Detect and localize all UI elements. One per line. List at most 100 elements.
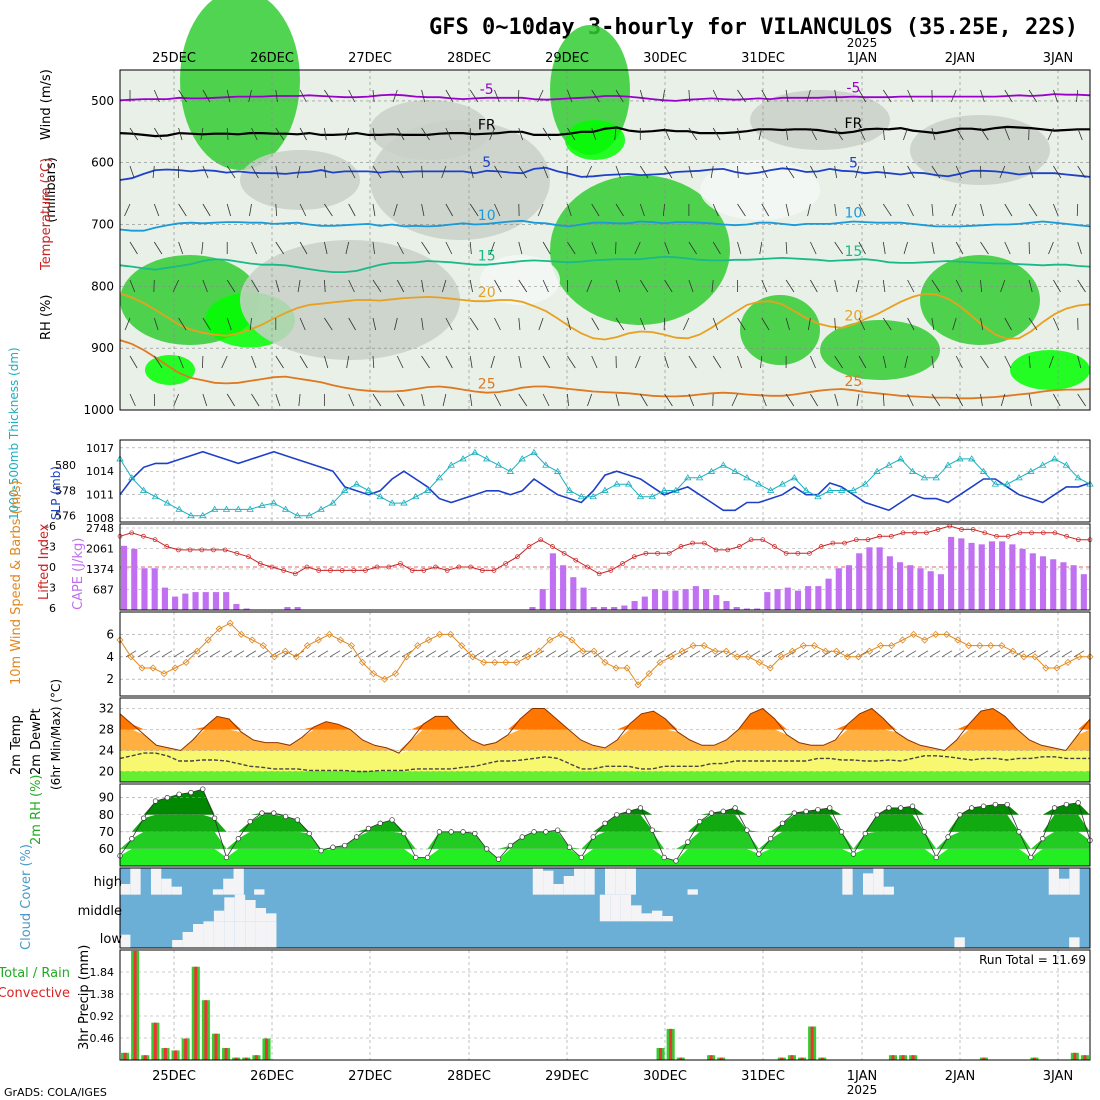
date-label-top: 31DEC — [741, 51, 785, 66]
cape-bar — [703, 589, 710, 610]
cape-tick: 1374 — [86, 563, 114, 576]
wind-barb — [249, 317, 252, 331]
wind10-point — [480, 658, 488, 666]
wind-barb — [980, 89, 985, 103]
wind-barb — [441, 279, 447, 293]
rh-point — [389, 817, 395, 823]
li-point — [444, 568, 450, 573]
precip-conv-bar — [1083, 1055, 1087, 1060]
wind10-point — [215, 625, 223, 633]
li-point — [456, 564, 462, 570]
wind-barb — [737, 317, 746, 331]
wind-barb — [372, 355, 375, 369]
wind10-point — [292, 653, 300, 661]
wind10-barb — [353, 650, 365, 658]
wind-barb — [251, 127, 258, 141]
precip-conv-bar — [780, 1057, 784, 1060]
wind-barb — [542, 241, 551, 255]
dewpt-line — [119, 752, 1090, 773]
thickness-frame — [119, 439, 1091, 523]
rh-point — [259, 810, 265, 816]
cloud-bar-high — [1059, 878, 1070, 895]
wind-barb — [226, 279, 236, 293]
cloud-bar-high — [574, 868, 585, 895]
cape-bar — [1080, 574, 1087, 610]
rh-region — [750, 90, 890, 150]
wind10-barb — [377, 650, 389, 658]
cape-bar — [764, 592, 771, 610]
li-point — [912, 530, 918, 536]
thickness-point — [624, 480, 633, 487]
year-label-top: 2025 — [847, 36, 878, 50]
wind-barb — [202, 89, 211, 103]
rh-point — [779, 820, 786, 826]
rh-point — [566, 844, 573, 850]
thickness-bg — [120, 440, 1090, 522]
precip-conv-bar — [901, 1055, 905, 1060]
wind-barb — [615, 317, 625, 331]
wind10-barb — [545, 650, 557, 658]
wind10-labels: 10m Wind Speed & Barbs (m/s) — [9, 480, 24, 685]
run-total: Run Total = 11.69 — [979, 953, 1086, 967]
wind10-point — [237, 630, 245, 638]
wind10-barb — [989, 650, 1001, 658]
ytick-label: 500 — [91, 94, 114, 108]
wind-barb — [1004, 355, 1012, 369]
li-point — [596, 571, 602, 577]
thickness-point — [861, 480, 869, 487]
wind-barb — [591, 89, 600, 103]
wind10-barb — [1037, 650, 1049, 658]
wind-barb — [882, 127, 885, 141]
thickness-point — [376, 492, 384, 500]
cloud-bar-high — [212, 889, 224, 895]
rh-point — [992, 801, 999, 808]
rh-band — [120, 789, 1090, 815]
thickness-point — [873, 467, 881, 474]
precip-conv-bar — [911, 1055, 915, 1060]
li-point — [199, 547, 205, 553]
thickness-point — [577, 492, 586, 500]
wind-barb — [324, 317, 333, 331]
wind-barb — [882, 355, 887, 369]
wind-barb — [178, 241, 184, 255]
thickness-point — [908, 467, 917, 474]
wind-barb — [635, 355, 641, 369]
li-tick: 3 — [49, 582, 56, 595]
thickness-point — [1027, 467, 1035, 474]
wind10-bg — [120, 612, 1090, 696]
li-point — [701, 540, 707, 546]
wind-barb — [980, 355, 989, 369]
li-point — [386, 564, 392, 570]
wind-barb — [634, 241, 641, 255]
thickness-point — [281, 505, 290, 512]
thickness-point — [329, 499, 337, 506]
wind10-barb — [941, 650, 953, 658]
cape-bar — [600, 607, 608, 610]
wind-barb — [299, 203, 307, 217]
date-label-top: 1JAN — [847, 51, 878, 66]
rh-point — [1004, 801, 1010, 808]
wind10-barb — [365, 650, 377, 658]
cape-bar — [713, 595, 720, 610]
wind-barb — [178, 89, 187, 103]
wind-barb — [275, 279, 280, 293]
rh-point — [791, 810, 797, 816]
wind-barb — [469, 165, 474, 179]
footer-credit: GrADS: COLA/IGES — [4, 1086, 107, 1099]
precip-labels: Total / Rain Convective 3hr Precip (mm) … — [0, 945, 1086, 1050]
precip-conv-bar — [820, 1057, 824, 1060]
thickness-tick: 578 — [55, 484, 76, 497]
wind-barb — [251, 355, 257, 369]
rh-point — [649, 827, 655, 833]
rh-region — [480, 255, 560, 305]
cloud-bar-middle — [266, 913, 277, 922]
li-point — [888, 533, 894, 539]
cape-bar — [866, 547, 873, 610]
thickness-point — [234, 505, 242, 512]
wind10-barb — [245, 650, 257, 658]
wind-barb — [251, 279, 260, 293]
wind10-barb — [821, 650, 833, 658]
cloud-bar-high — [543, 870, 554, 895]
wind-barb — [348, 203, 356, 217]
rh-point — [850, 851, 857, 857]
